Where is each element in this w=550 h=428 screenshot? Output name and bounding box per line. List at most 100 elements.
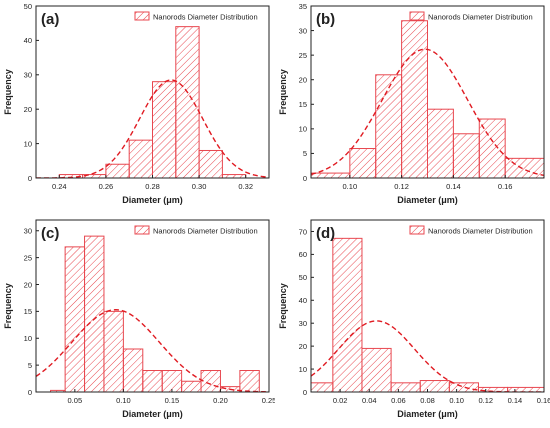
panel-letter: (d) xyxy=(316,225,335,242)
y-tick-label: 50 xyxy=(24,2,32,11)
y-tick-label: 25 xyxy=(299,51,307,60)
x-tick-label: 0.15 xyxy=(165,396,180,405)
y-tick-label: 30 xyxy=(24,71,32,80)
x-tick-label: 0.14 xyxy=(508,396,523,405)
histogram-bar xyxy=(310,382,334,393)
y-tick-label: 10 xyxy=(299,125,307,134)
histogram-bar xyxy=(221,174,247,179)
histogram-bar xyxy=(200,370,221,393)
gaussian-fit-line xyxy=(311,48,544,177)
legend-label: Nanorods Diameter Distribution xyxy=(428,13,533,22)
chart-svg: 0.05 0.10 0.15 0.20 0.25 0 5 10 15 20 25 30 Diameter… xyxy=(3,219,275,419)
x-tick-label: 0.32 xyxy=(238,182,253,191)
y-tick-label: 30 xyxy=(299,319,307,328)
y-tick-label: 40 xyxy=(299,296,307,305)
y-tick-label: 10 xyxy=(299,365,307,374)
legend-swatch xyxy=(409,225,425,235)
y-tick-label: 20 xyxy=(24,280,32,289)
y-tick-label: 25 xyxy=(24,253,32,262)
x-axis-label: Diameter (μm) xyxy=(397,195,458,205)
y-tick-label: 0 xyxy=(303,174,307,183)
histogram-bar xyxy=(448,382,479,393)
plot-frame xyxy=(310,5,545,179)
y-tick-label: 40 xyxy=(24,36,32,45)
y-tick-label: 60 xyxy=(299,250,307,259)
y-tick-label: 50 xyxy=(299,273,307,282)
y-tick-label: 0 xyxy=(28,174,32,183)
chart-panel-d: 0.02 0.04 0.06 0.08 0.10 0.12 0.14 0.16 0 10 20 30 4… xyxy=(275,214,550,428)
y-tick-label: 70 xyxy=(299,227,307,236)
y-tick-label: 30 xyxy=(299,26,307,35)
histogram-bar xyxy=(427,108,454,179)
histogram-bar xyxy=(152,81,177,179)
x-axis-label: Diameter (μm) xyxy=(122,195,183,205)
y-axis-label: Frequency xyxy=(3,283,13,329)
histogram-bar xyxy=(375,74,403,179)
histogram-bar xyxy=(452,133,480,179)
histogram-bar xyxy=(161,370,183,393)
chart-svg: 0.10 0.12 0.14 0.16 0 5 10 15 20 25 30 35 Diameter (… xyxy=(278,2,545,205)
x-tick-label: 0.05 xyxy=(68,396,83,405)
legend-label: Nanorods Diameter Distribution xyxy=(153,13,258,22)
histogram-bar xyxy=(504,157,545,179)
histogram-bar xyxy=(142,370,163,393)
y-tick-label: 30 xyxy=(24,227,32,236)
chart-panel-a: 0.24 0.26 0.28 0.30 0.32 0 10 20 30 40 50 Diameter … xyxy=(0,0,275,214)
histogram-bar xyxy=(332,237,363,393)
x-tick-label: 0.28 xyxy=(145,182,160,191)
x-tick-label: 0.14 xyxy=(446,182,461,191)
legend-swatch xyxy=(134,11,150,21)
x-tick-label: 0.10 xyxy=(449,396,464,405)
y-tick-label: 15 xyxy=(24,307,32,316)
histogram-bar xyxy=(198,149,223,179)
x-tick-label: 0.16 xyxy=(498,182,513,191)
y-tick-label: 5 xyxy=(28,361,32,370)
y-tick-label: 15 xyxy=(299,100,307,109)
panel-letter: (a) xyxy=(41,11,59,28)
y-axis-label: Frequency xyxy=(278,69,288,115)
y-tick-label: 20 xyxy=(299,342,307,351)
x-tick-label: 0.30 xyxy=(192,182,207,191)
histogram-bar xyxy=(103,310,124,393)
x-tick-label: 0.25 xyxy=(262,396,275,405)
chart-panel-b: 0.10 0.12 0.14 0.16 0 5 10 15 20 25 30 35 Diameter (… xyxy=(275,0,550,214)
y-tick-label: 10 xyxy=(24,139,32,148)
x-tick-label: 0.10 xyxy=(116,396,131,405)
y-tick-label: 20 xyxy=(24,105,32,114)
y-tick-label: 20 xyxy=(299,76,307,85)
histogram-bar xyxy=(419,380,450,393)
x-tick-label: 0.16 xyxy=(537,396,550,405)
histogram-bar xyxy=(122,348,144,393)
x-tick-label: 0.12 xyxy=(478,396,493,405)
y-tick-label: 35 xyxy=(299,2,307,11)
histogram-bar xyxy=(175,26,200,179)
histogram-bar xyxy=(390,382,421,393)
chart-svg: 0.24 0.26 0.28 0.30 0.32 0 10 20 30 40 50 Diameter … xyxy=(3,2,270,205)
y-tick-label: 10 xyxy=(24,334,32,343)
y-axis-label: Frequency xyxy=(278,283,288,329)
x-tick-label: 0.08 xyxy=(420,396,435,405)
legend-label: Nanorods Diameter Distribution xyxy=(153,227,258,236)
y-tick-label: 5 xyxy=(303,149,307,158)
histogram-bar xyxy=(64,246,86,393)
x-tick-label: 0.20 xyxy=(213,396,228,405)
histogram-bar xyxy=(128,139,153,179)
histogram-bar xyxy=(361,347,392,393)
gaussian-fit-line xyxy=(36,309,269,392)
chart-panel-c: 0.05 0.10 0.15 0.20 0.25 0 5 10 15 20 25 30 Diameter… xyxy=(0,214,275,428)
chart-svg: 0.02 0.04 0.06 0.08 0.10 0.12 0.14 0.16 0 10 20 30 4… xyxy=(278,219,550,419)
x-tick-label: 0.12 xyxy=(394,182,409,191)
x-tick-label: 0.10 xyxy=(343,182,358,191)
panel-letter: (b) xyxy=(316,11,335,28)
histogram-bar xyxy=(401,20,429,179)
y-tick-label: 0 xyxy=(303,388,307,397)
histogram-bar xyxy=(349,148,377,179)
histogram-bar xyxy=(105,163,130,179)
legend-swatch xyxy=(134,225,150,235)
plot-frame xyxy=(35,219,270,393)
x-tick-label: 0.02 xyxy=(333,396,348,405)
x-axis-label: Diameter (μm) xyxy=(122,409,183,419)
y-tick-label: 0 xyxy=(28,388,32,397)
x-tick-label: 0.04 xyxy=(362,396,377,405)
x-axis-label: Diameter (μm) xyxy=(397,409,458,419)
